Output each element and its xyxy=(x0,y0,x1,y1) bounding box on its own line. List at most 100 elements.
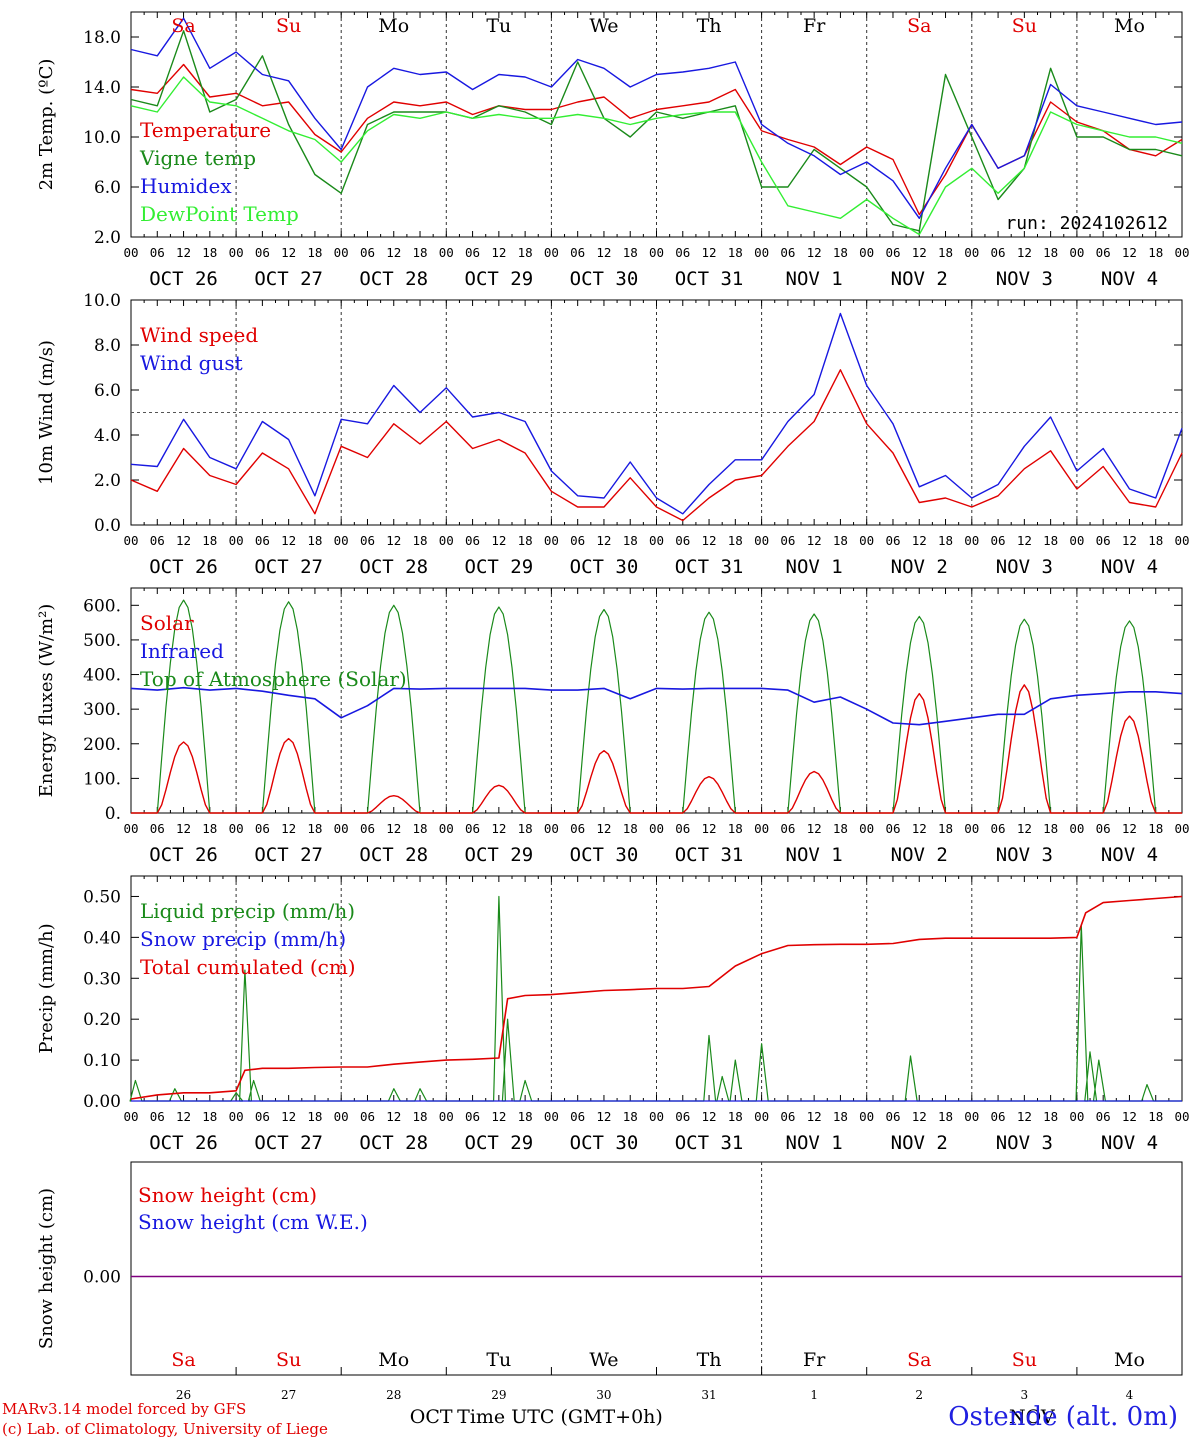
date-label: OCT 29 xyxy=(465,1132,534,1154)
hour-tick-label: 06 xyxy=(360,1109,375,1124)
hour-tick-label: 18 xyxy=(202,245,217,260)
hour-tick-label: 18 xyxy=(833,245,848,260)
y-tick-label: 500. xyxy=(83,631,121,651)
hour-tick-label: 18 xyxy=(833,821,848,836)
day-name-top: Su xyxy=(1012,15,1037,37)
hour-tick-label: 00 xyxy=(439,245,454,260)
day-name-bottom: Su xyxy=(276,1349,301,1371)
y-tick-label: 6.0 xyxy=(94,381,121,401)
hour-tick-label: 00 xyxy=(439,821,454,836)
date-label: NOV 1 xyxy=(786,1132,843,1154)
hour-tick-label: 06 xyxy=(465,245,480,260)
hour-tick-label: 06 xyxy=(570,1109,585,1124)
y-axis-label: 2m Temp. (ºC) xyxy=(36,59,57,191)
hour-tick-label: 00 xyxy=(859,533,874,548)
hour-tick-label: 00 xyxy=(123,1109,138,1124)
date-label: OCT 31 xyxy=(675,268,744,290)
date-label: OCT 27 xyxy=(254,268,323,290)
hour-tick-label: 12 xyxy=(1122,1109,1137,1124)
hour-tick-label: 18 xyxy=(518,821,533,836)
legend-entry: Wind speed xyxy=(140,323,258,347)
date-label: NOV 4 xyxy=(1101,268,1158,290)
hour-tick-label: 18 xyxy=(623,533,638,548)
hour-tick-label: 06 xyxy=(885,821,900,836)
date-label: OCT 26 xyxy=(149,556,218,578)
day-name-bottom: Sa xyxy=(907,1349,931,1371)
hour-tick-label: 06 xyxy=(780,1109,795,1124)
day-name-bottom: Th xyxy=(697,1349,722,1371)
series-total-cumulated-line xyxy=(130,895,1183,1100)
hour-tick-label: 18 xyxy=(1043,821,1058,836)
day-number: 3 xyxy=(1021,1388,1029,1402)
hour-tick-label: 00 xyxy=(123,533,138,548)
hour-tick-label: 06 xyxy=(150,821,165,836)
legend-entry: Infrared xyxy=(140,639,224,663)
hour-tick-label: 00 xyxy=(229,533,244,548)
hour-tick-label: 18 xyxy=(412,245,427,260)
hour-tick-label: 12 xyxy=(596,245,611,260)
hour-tick-label: 00 xyxy=(229,245,244,260)
day-name-bottom: Sa xyxy=(171,1349,195,1371)
date-label: OCT 28 xyxy=(359,1132,428,1154)
hour-tick-label: 00 xyxy=(754,1109,769,1124)
hour-tick-label: 12 xyxy=(702,821,717,836)
hour-tick-label: 18 xyxy=(1148,1109,1163,1124)
hour-tick-label: 18 xyxy=(1043,1109,1058,1124)
date-label: OCT 30 xyxy=(570,268,639,290)
hour-tick-label: 12 xyxy=(1122,821,1137,836)
hour-tick-label: 12 xyxy=(596,821,611,836)
y-axis-label: Energy fluxes (W/m²) xyxy=(36,604,57,798)
y-tick-label: 8.0 xyxy=(94,336,121,356)
hour-tick-label: 12 xyxy=(596,1109,611,1124)
hour-tick-label: 00 xyxy=(859,821,874,836)
hour-tick-label: 18 xyxy=(307,1109,322,1124)
day-number: 30 xyxy=(596,1388,611,1402)
hour-tick-label: 00 xyxy=(964,533,979,548)
hour-tick-label: 12 xyxy=(281,533,296,548)
day-name-bottom: Fr xyxy=(803,1349,826,1371)
hour-tick-label: 00 xyxy=(439,533,454,548)
hour-tick-label: 06 xyxy=(1096,245,1111,260)
hour-tick-label: 06 xyxy=(150,245,165,260)
date-label: OCT 30 xyxy=(570,844,639,866)
hour-tick-label: 06 xyxy=(675,1109,690,1124)
y-tick-label: 200. xyxy=(83,735,121,755)
hour-tick-label: 06 xyxy=(885,245,900,260)
hour-tick-label: 00 xyxy=(754,245,769,260)
hour-tick-label: 12 xyxy=(386,245,401,260)
hour-tick-label: 00 xyxy=(439,1109,454,1124)
hour-tick-label: 12 xyxy=(912,821,927,836)
hour-tick-label: 06 xyxy=(1096,821,1111,836)
date-label: OCT 29 xyxy=(465,268,534,290)
hour-tick-label: 00 xyxy=(964,245,979,260)
date-label: OCT 28 xyxy=(359,844,428,866)
date-label: NOV 3 xyxy=(996,268,1053,290)
credit-line-lab: (c) Lab. of Climatology, University of L… xyxy=(2,1420,328,1438)
legend-entry: Solar xyxy=(140,611,194,635)
hour-tick-label: 00 xyxy=(544,821,559,836)
hour-tick-label: 18 xyxy=(202,821,217,836)
date-label: NOV 1 xyxy=(786,268,843,290)
date-label: OCT 26 xyxy=(149,268,218,290)
hour-tick-label: 18 xyxy=(938,1109,953,1124)
hour-tick-label: 06 xyxy=(1096,533,1111,548)
y-tick-label: 14.0 xyxy=(83,78,121,98)
hour-tick-label: 00 xyxy=(964,1109,979,1124)
legend-entry: Temperature xyxy=(140,118,271,142)
day-name-bottom: Mo xyxy=(378,1349,409,1371)
hour-tick-label: 18 xyxy=(202,533,217,548)
hour-tick-label: 00 xyxy=(1174,1109,1189,1124)
hour-tick-label: 12 xyxy=(1017,533,1032,548)
date-label: OCT 27 xyxy=(254,556,323,578)
y-tick-label: 0. xyxy=(105,804,121,824)
legend-entry: Total cumulated (cm) xyxy=(140,955,356,979)
date-label: OCT 29 xyxy=(465,556,534,578)
hour-tick-label: 18 xyxy=(728,1109,743,1124)
hour-tick-label: 18 xyxy=(833,533,848,548)
legend-entry: Liquid precip (mm/h) xyxy=(140,899,355,923)
day-number: 2 xyxy=(915,1388,923,1402)
series-wind-speed-line xyxy=(130,369,1183,522)
hour-tick-label: 12 xyxy=(176,821,191,836)
y-tick-label: 600. xyxy=(83,596,121,616)
hour-tick-label: 12 xyxy=(807,821,822,836)
